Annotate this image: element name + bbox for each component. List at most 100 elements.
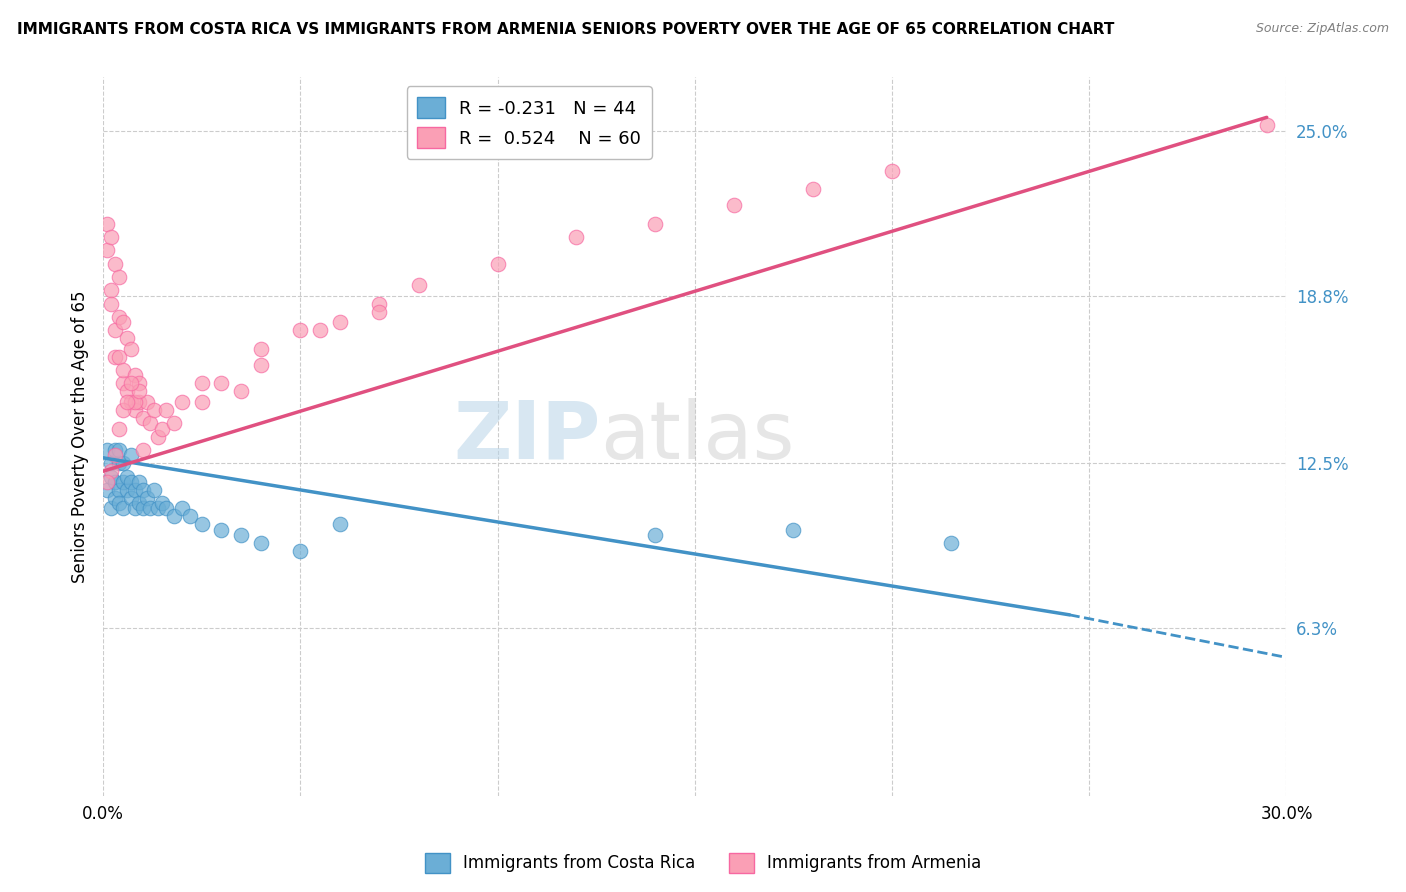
Point xyxy=(128,395,150,409)
Text: ZIP: ZIP xyxy=(453,398,600,475)
Point xyxy=(100,456,122,470)
Point xyxy=(128,475,150,489)
Point xyxy=(100,501,122,516)
Point xyxy=(128,496,150,510)
Point xyxy=(231,384,253,399)
Text: Source: ZipAtlas.com: Source: ZipAtlas.com xyxy=(1256,22,1389,36)
Point xyxy=(941,536,963,550)
Point xyxy=(124,403,146,417)
Point xyxy=(131,501,153,516)
Point xyxy=(801,182,824,196)
Point xyxy=(150,422,173,436)
Point xyxy=(120,491,142,505)
Point xyxy=(231,528,253,542)
Point xyxy=(135,491,157,505)
Point xyxy=(309,323,332,337)
Point xyxy=(644,528,666,542)
Point xyxy=(120,395,142,409)
Point xyxy=(155,501,177,516)
Point xyxy=(131,411,153,425)
Point xyxy=(108,442,131,457)
Point xyxy=(290,544,312,558)
Point xyxy=(190,376,212,391)
Point xyxy=(124,501,146,516)
Point xyxy=(96,217,118,231)
Point xyxy=(124,395,146,409)
Point xyxy=(96,475,118,489)
Point xyxy=(124,368,146,383)
Point xyxy=(644,217,666,231)
Point xyxy=(108,483,131,497)
Point xyxy=(104,491,127,505)
Point xyxy=(120,342,142,356)
Point xyxy=(368,304,391,318)
Point xyxy=(170,501,193,516)
Text: IMMIGRANTS FROM COSTA RICA VS IMMIGRANTS FROM ARMENIA SENIORS POVERTY OVER THE A: IMMIGRANTS FROM COSTA RICA VS IMMIGRANTS… xyxy=(17,22,1114,37)
Point xyxy=(139,417,162,431)
Point xyxy=(190,517,212,532)
Point xyxy=(96,442,118,457)
Point xyxy=(179,509,201,524)
Point xyxy=(96,244,118,258)
Point xyxy=(108,350,131,364)
Point xyxy=(782,523,804,537)
Point xyxy=(111,501,134,516)
Point xyxy=(100,469,122,483)
Point xyxy=(329,315,352,329)
Point xyxy=(111,363,134,377)
Point xyxy=(368,296,391,310)
Point xyxy=(104,448,127,462)
Point xyxy=(104,323,127,337)
Point xyxy=(190,395,212,409)
Point xyxy=(723,198,745,212)
Point xyxy=(96,483,118,497)
Point xyxy=(139,501,162,516)
Point xyxy=(163,509,186,524)
Point xyxy=(108,456,131,470)
Point xyxy=(115,395,138,409)
Point xyxy=(408,277,430,292)
Point xyxy=(290,323,312,337)
Y-axis label: Seniors Poverty Over the Age of 65: Seniors Poverty Over the Age of 65 xyxy=(72,291,89,582)
Point xyxy=(486,257,509,271)
Point xyxy=(1256,119,1278,133)
Point xyxy=(250,536,273,550)
Point xyxy=(111,456,134,470)
Point xyxy=(131,483,153,497)
Legend: Immigrants from Costa Rica, Immigrants from Armenia: Immigrants from Costa Rica, Immigrants f… xyxy=(418,847,988,880)
Point xyxy=(155,403,177,417)
Point xyxy=(111,315,134,329)
Point xyxy=(329,517,352,532)
Point xyxy=(565,230,588,244)
Point xyxy=(111,376,134,391)
Point xyxy=(104,475,127,489)
Point xyxy=(250,342,273,356)
Point xyxy=(128,384,150,399)
Point xyxy=(143,403,166,417)
Point xyxy=(104,442,127,457)
Point xyxy=(150,496,173,510)
Point xyxy=(111,475,134,489)
Point xyxy=(100,283,122,297)
Point xyxy=(100,296,122,310)
Point xyxy=(120,448,142,462)
Point xyxy=(124,483,146,497)
Point xyxy=(100,464,122,478)
Point xyxy=(120,376,142,391)
Point xyxy=(120,475,142,489)
Point xyxy=(108,270,131,285)
Point xyxy=(250,358,273,372)
Point xyxy=(211,523,233,537)
Point xyxy=(115,483,138,497)
Point xyxy=(108,310,131,324)
Point xyxy=(108,496,131,510)
Point xyxy=(170,395,193,409)
Point xyxy=(148,501,170,516)
Point xyxy=(111,403,134,417)
Point xyxy=(104,350,127,364)
Text: atlas: atlas xyxy=(600,398,794,475)
Point xyxy=(148,429,170,443)
Point xyxy=(100,230,122,244)
Point xyxy=(104,257,127,271)
Point xyxy=(115,384,138,399)
